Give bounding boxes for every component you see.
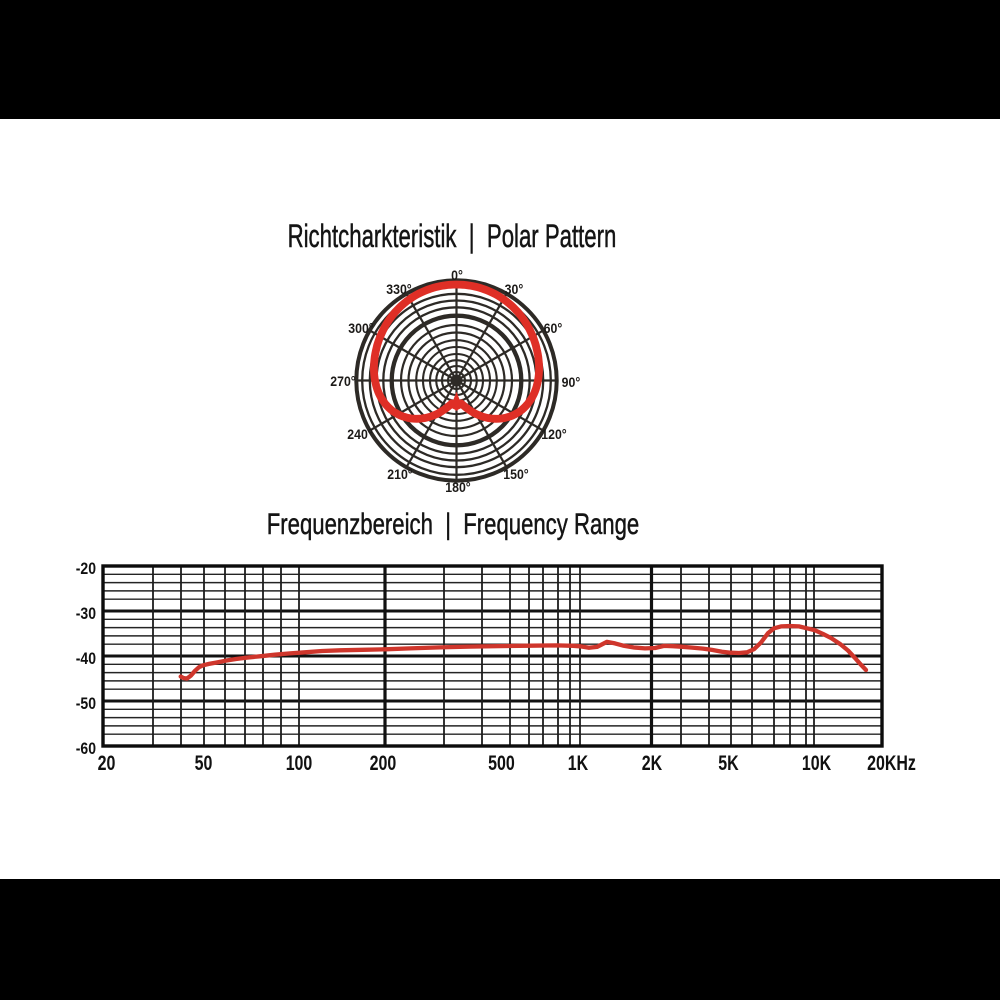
svg-text:100: 100 <box>286 751 313 775</box>
svg-text:Frequenzbereich | Frequency: Frequenzbereich | Frequency Range <box>267 507 639 541</box>
svg-text:-30: -30 <box>76 605 96 623</box>
svg-text:500: 500 <box>488 751 515 775</box>
svg-text:180°: 180° <box>445 479 470 495</box>
svg-text:0°: 0° <box>451 267 463 283</box>
svg-text:90°: 90° <box>562 374 581 390</box>
svg-text:-60: -60 <box>76 740 96 758</box>
svg-text:-50: -50 <box>76 695 96 713</box>
svg-text:-20: -20 <box>76 560 96 578</box>
svg-text:5K: 5K <box>718 751 739 775</box>
svg-text:2K: 2K <box>642 751 663 775</box>
svg-text:20KHz: 20KHz <box>867 751 916 775</box>
svg-text:Richtcharkteristik | Polar P: Richtcharkteristik | Polar Pattern <box>288 218 617 254</box>
svg-text:210°: 210° <box>387 466 412 482</box>
svg-text:-40: -40 <box>76 650 96 668</box>
svg-text:300°: 300° <box>348 320 373 336</box>
svg-text:10K: 10K <box>802 751 832 775</box>
svg-text:50: 50 <box>195 751 213 775</box>
svg-text:20: 20 <box>98 751 116 775</box>
svg-text:30°: 30° <box>505 281 524 297</box>
svg-text:60°: 60° <box>544 320 563 336</box>
svg-text:270°: 270° <box>330 373 355 389</box>
svg-text:150°: 150° <box>503 466 528 482</box>
svg-text:240°: 240° <box>347 426 372 442</box>
svg-text:1K: 1K <box>568 751 589 775</box>
svg-text:200: 200 <box>370 751 397 775</box>
svg-text:330°: 330° <box>386 281 411 297</box>
svg-text:120°: 120° <box>541 426 566 442</box>
